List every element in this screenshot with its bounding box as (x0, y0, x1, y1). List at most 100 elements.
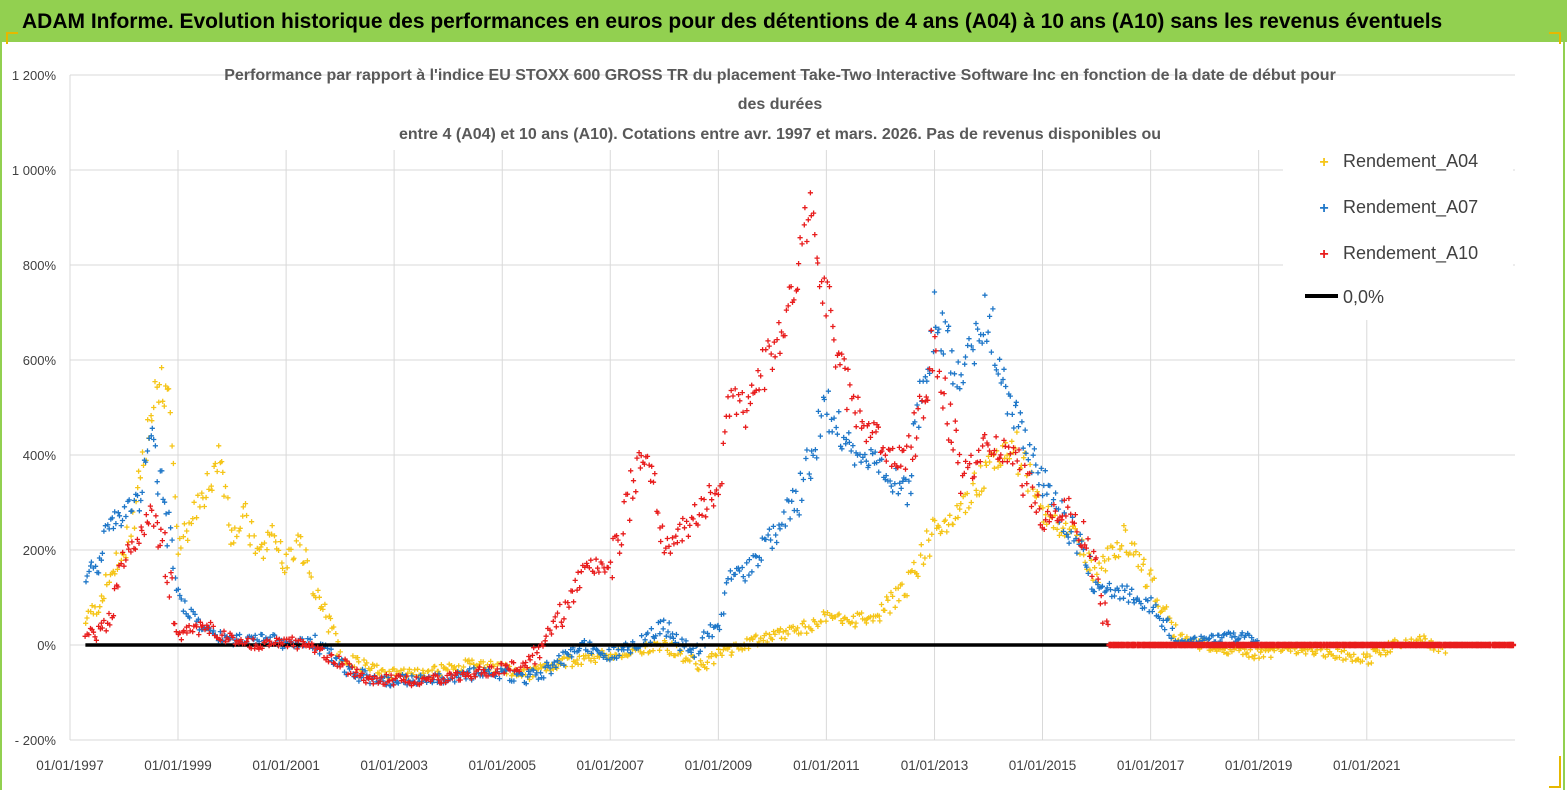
data-point (333, 655, 339, 661)
data-point (1007, 393, 1013, 399)
data-point (88, 559, 94, 565)
data-point (565, 600, 571, 606)
data-point (386, 668, 392, 674)
data-point (1014, 429, 1020, 435)
data-point (256, 646, 262, 652)
data-point (1365, 661, 1371, 667)
data-point (170, 565, 176, 571)
data-point (259, 541, 265, 547)
data-point (1017, 467, 1023, 473)
data-point (477, 664, 483, 670)
data-point (796, 261, 802, 267)
data-point (624, 491, 631, 497)
data-point (895, 465, 901, 471)
data-point (226, 637, 232, 643)
data-point (1150, 604, 1156, 610)
data-point (666, 543, 672, 549)
data-point (1084, 564, 1090, 570)
chart-title-line-2: des durées (738, 96, 823, 113)
data-point (145, 521, 152, 527)
data-point (1338, 649, 1344, 655)
data-point (1102, 558, 1108, 564)
data-point (1232, 634, 1238, 640)
data-point (914, 435, 920, 441)
data-point (362, 668, 368, 674)
data-point (259, 632, 265, 638)
data-point (1086, 550, 1092, 556)
data-point (1043, 512, 1049, 518)
data-point (746, 557, 752, 563)
data-point (1341, 647, 1347, 654)
data-point (793, 488, 799, 494)
data-point (1146, 571, 1153, 577)
data-point (752, 553, 758, 559)
data-point (1127, 550, 1133, 556)
data-point (870, 618, 876, 624)
data-point (529, 652, 536, 658)
data-point (677, 521, 683, 527)
data-point (1120, 595, 1127, 601)
data-point (312, 632, 318, 638)
data-point (912, 453, 919, 459)
data-point (1015, 424, 1022, 430)
data-point (120, 549, 126, 555)
data-point (683, 638, 689, 644)
data-point (319, 645, 325, 651)
data-point (401, 666, 407, 672)
data-point (756, 387, 762, 393)
data-point (988, 349, 994, 355)
data-point (261, 540, 268, 546)
data-point (750, 636, 756, 642)
data-point (143, 459, 149, 465)
data-point (1041, 482, 1047, 489)
data-point (797, 235, 803, 241)
x-tick-label: 01/01/2019 (1225, 758, 1293, 773)
data-point (888, 589, 894, 596)
y-tick-label: 200% (23, 543, 57, 558)
data-point (588, 650, 594, 656)
data-point (769, 636, 775, 643)
data-point (98, 620, 104, 626)
data-point (733, 411, 740, 417)
data-point (1421, 633, 1427, 639)
data-point (679, 636, 685, 642)
data-point (933, 348, 939, 354)
data-point (409, 673, 415, 679)
data-point (836, 409, 842, 415)
data-point (746, 572, 752, 578)
data-point (412, 679, 418, 685)
data-point (898, 485, 904, 491)
data-point (720, 647, 726, 653)
data-point (118, 523, 124, 529)
data-point (169, 537, 175, 543)
data-point (188, 520, 194, 527)
data-point (973, 487, 979, 493)
data-point (804, 630, 810, 636)
data-point (286, 636, 292, 642)
data-point (770, 523, 776, 529)
data-point (883, 458, 889, 464)
data-point (202, 627, 208, 633)
data-point (543, 633, 549, 639)
data-point (837, 362, 843, 368)
data-point (922, 555, 928, 561)
data-point (763, 630, 769, 636)
data-point (456, 663, 462, 669)
data-point (900, 478, 906, 484)
data-point (728, 576, 734, 582)
data-point (238, 637, 244, 643)
data-point (647, 649, 653, 655)
data-point (97, 604, 103, 610)
data-point (841, 356, 847, 362)
data-point (609, 575, 615, 581)
data-point (982, 432, 988, 438)
data-point (949, 348, 955, 354)
data-point (709, 634, 715, 640)
data-point (661, 550, 667, 556)
data-point (947, 401, 954, 407)
data-point (312, 649, 318, 655)
data-point (521, 667, 527, 673)
data-point (1006, 444, 1012, 450)
data-point (507, 667, 513, 673)
data-point (1348, 654, 1354, 660)
